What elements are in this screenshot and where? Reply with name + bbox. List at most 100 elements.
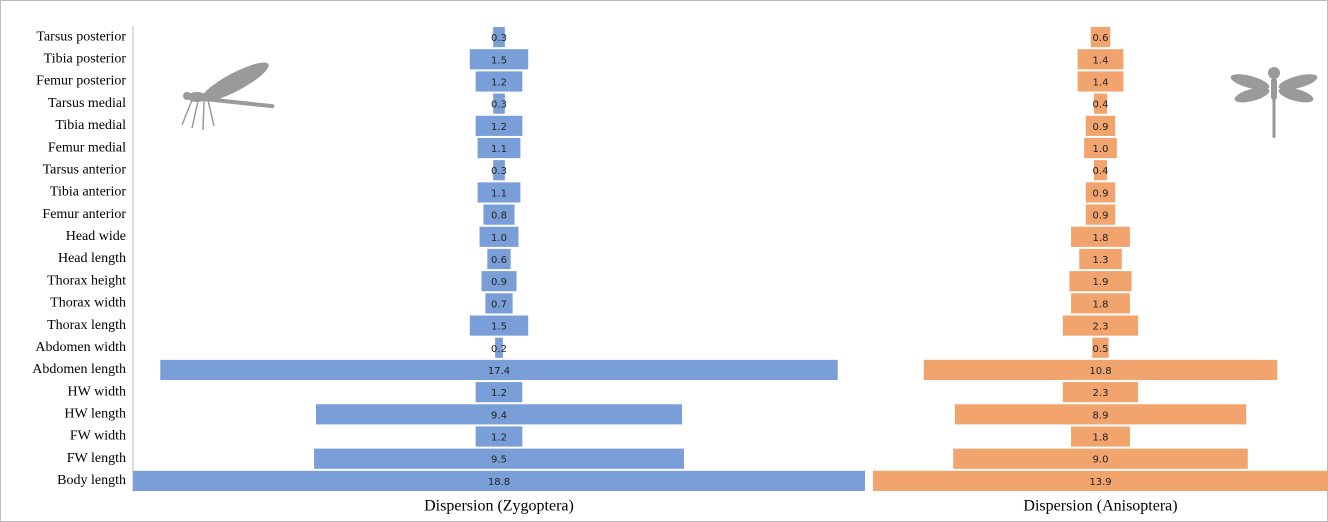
value-label: 0.3 bbox=[491, 166, 507, 177]
value-label: 0.6 bbox=[491, 255, 507, 266]
y-tick-label: Abdomen length bbox=[32, 362, 126, 377]
bar bbox=[477, 182, 521, 203]
x-axis-label: Dispersion (Zygoptera) bbox=[424, 498, 574, 515]
y-tick-label: Tibia anterior bbox=[50, 185, 126, 200]
value-label: 8.9 bbox=[1093, 410, 1109, 421]
value-label: 0.2 bbox=[491, 344, 507, 355]
bar bbox=[495, 337, 503, 358]
value-label: 1.0 bbox=[491, 233, 507, 244]
value-label: 0.5 bbox=[1093, 344, 1109, 355]
value-label: 13.9 bbox=[1089, 477, 1111, 488]
y-tick-label: Thorax width bbox=[50, 296, 126, 311]
bar bbox=[316, 404, 682, 425]
value-label: 9.5 bbox=[491, 455, 507, 466]
value-label: 1.2 bbox=[491, 77, 507, 88]
y-tick-label: Tarsus anterior bbox=[43, 162, 127, 177]
value-label: 9.4 bbox=[491, 410, 507, 421]
bar bbox=[469, 49, 529, 70]
value-label: 0.3 bbox=[491, 33, 507, 44]
bar bbox=[481, 271, 517, 292]
bar bbox=[954, 404, 1247, 425]
y-tick-label: Thorax length bbox=[47, 318, 126, 333]
bar bbox=[1071, 426, 1130, 447]
bar bbox=[1093, 160, 1108, 181]
bar bbox=[469, 315, 529, 336]
bar bbox=[133, 470, 865, 491]
bar bbox=[1077, 49, 1124, 70]
bar bbox=[479, 226, 519, 247]
bar bbox=[1079, 248, 1122, 270]
bar bbox=[475, 382, 523, 403]
value-label: 0.9 bbox=[1093, 122, 1109, 133]
y-tick-label: Femur posterior bbox=[36, 74, 126, 89]
bar bbox=[475, 71, 523, 92]
bar bbox=[1093, 93, 1108, 114]
value-label: 0.4 bbox=[1093, 100, 1109, 111]
bar bbox=[493, 160, 505, 181]
value-label: 1.5 bbox=[491, 322, 507, 333]
bar bbox=[1071, 226, 1130, 247]
value-label: 2.3 bbox=[1093, 388, 1109, 399]
y-tick-label: Tarsus posterior bbox=[36, 29, 126, 44]
y-tick-label: FW width bbox=[70, 429, 126, 444]
y-tick-label: HW length bbox=[64, 407, 126, 422]
bar bbox=[475, 115, 523, 136]
value-label: 0.6 bbox=[1093, 33, 1109, 44]
value-label: 0.3 bbox=[491, 100, 507, 111]
value-label: 18.8 bbox=[488, 477, 510, 488]
bar bbox=[1084, 137, 1117, 159]
value-label: 0.9 bbox=[1093, 188, 1109, 199]
bar bbox=[953, 448, 1248, 469]
bar bbox=[475, 426, 523, 447]
bar bbox=[1077, 71, 1124, 92]
damselfly-icon bbox=[181, 62, 275, 131]
value-label: 1.2 bbox=[491, 388, 507, 399]
value-label: 17.4 bbox=[488, 366, 510, 377]
bar bbox=[493, 27, 505, 48]
bar bbox=[873, 470, 1328, 491]
value-label: 1.4 bbox=[1093, 55, 1109, 66]
value-label: 0.9 bbox=[491, 277, 507, 288]
bar bbox=[477, 137, 521, 159]
bar bbox=[1092, 337, 1109, 358]
bar bbox=[493, 93, 505, 114]
bar bbox=[314, 448, 684, 469]
bar bbox=[1085, 115, 1116, 136]
bar bbox=[487, 248, 511, 270]
bar bbox=[1062, 315, 1139, 336]
value-label: 0.7 bbox=[491, 299, 507, 310]
y-tick-label: Tibia medial bbox=[55, 118, 126, 133]
bar bbox=[1071, 293, 1130, 314]
y-tick-label: Femur medial bbox=[48, 140, 126, 155]
bar bbox=[1085, 204, 1116, 225]
value-label: 1.9 bbox=[1093, 277, 1109, 288]
y-tick-label: Abdomen width bbox=[35, 340, 126, 355]
bar bbox=[483, 204, 515, 225]
bar bbox=[1085, 182, 1116, 203]
value-label: 1.2 bbox=[491, 122, 507, 133]
value-label: 1.8 bbox=[1093, 433, 1109, 444]
bar bbox=[160, 359, 838, 381]
value-label: 1.8 bbox=[1093, 233, 1109, 244]
value-label: 0.4 bbox=[1093, 166, 1109, 177]
dragonfly-icon bbox=[1230, 67, 1318, 138]
value-label: 9.0 bbox=[1093, 455, 1109, 466]
bar bbox=[1090, 27, 1111, 48]
y-tick-label: Tarsus medial bbox=[48, 96, 126, 111]
value-label: 2.3 bbox=[1093, 322, 1109, 333]
y-tick-label: FW length bbox=[67, 451, 126, 466]
y-tick-label: Body length bbox=[57, 473, 126, 488]
value-label: 1.4 bbox=[1093, 77, 1109, 88]
value-label: 0.9 bbox=[1093, 211, 1109, 222]
bar bbox=[485, 293, 513, 314]
value-label: 1.1 bbox=[491, 144, 507, 155]
value-label: 10.8 bbox=[1089, 366, 1111, 377]
y-tick-label: Femur anterior bbox=[42, 207, 126, 222]
value-label: 1.2 bbox=[491, 433, 507, 444]
bar bbox=[1069, 271, 1132, 292]
y-tick-label: Head length bbox=[58, 251, 126, 266]
y-tick-label: Head wide bbox=[66, 229, 126, 244]
value-label: 1.8 bbox=[1093, 299, 1109, 310]
y-tick-label: Thorax height bbox=[47, 273, 126, 288]
